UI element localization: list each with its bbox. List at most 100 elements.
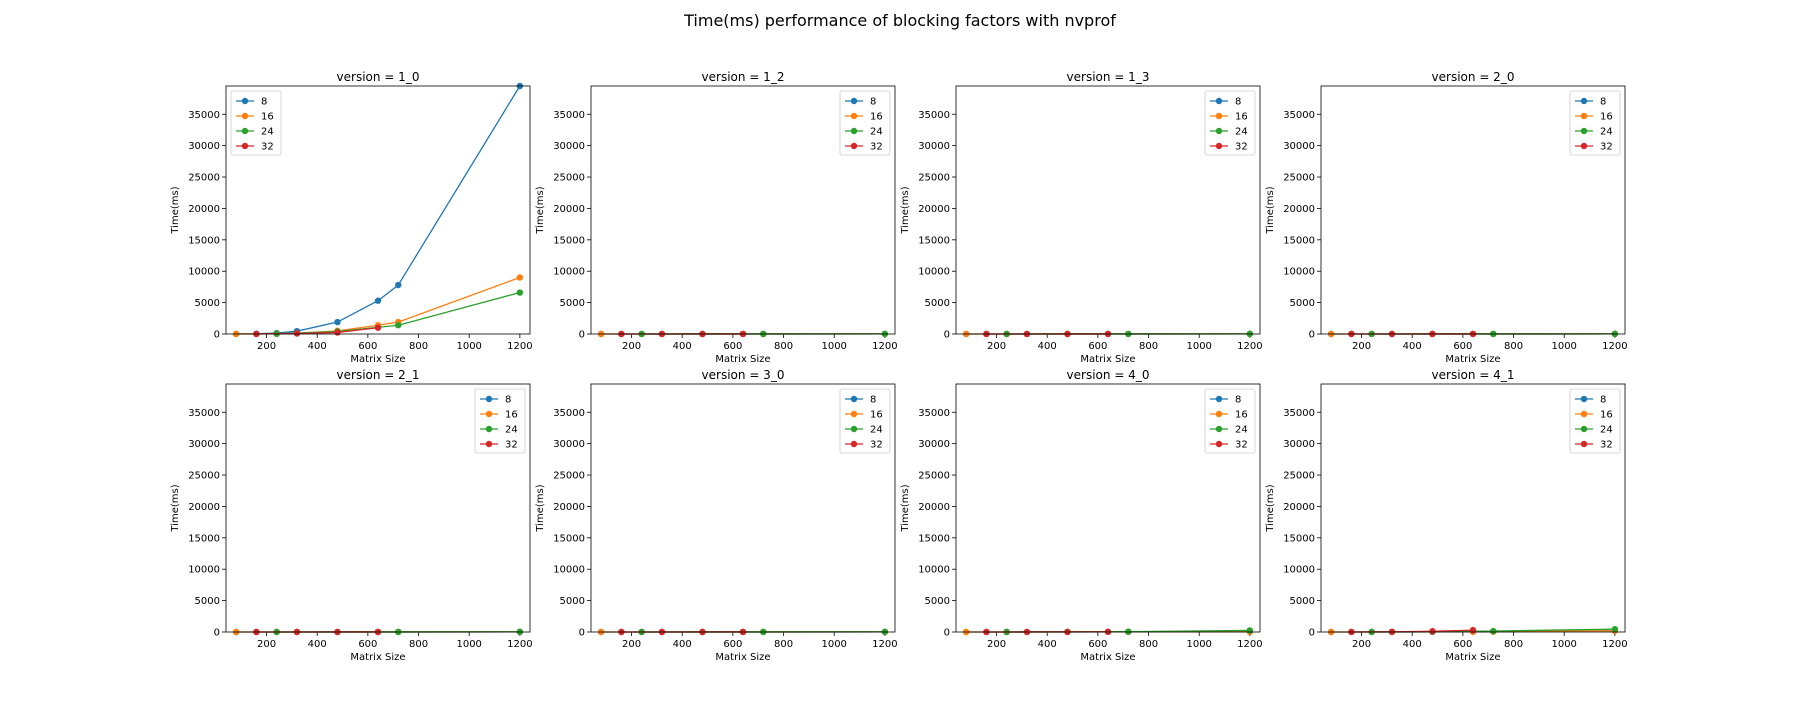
legend-label-24: 24 [1600, 127, 1613, 138]
subplot-6: 200 400 600 800 1000 1200 0 5000 10000 15000 20000… [535, 368, 898, 663]
x-tick-label: 1000 [821, 341, 846, 352]
legend-box [230, 90, 282, 156]
x-tick-label: 400 [308, 341, 327, 352]
legend-label-32: 32 [1600, 440, 1613, 451]
legend-label-32: 32 [505, 440, 518, 451]
legend-marker-16 [850, 112, 858, 120]
x-tick-label: 800 [409, 639, 428, 650]
x-tick-label: 600 [1453, 639, 1472, 650]
data-point-32 [334, 329, 341, 336]
legend-marker-24 [1580, 425, 1588, 433]
x-tick-label: 200 [622, 341, 641, 352]
legend-label-24: 24 [1600, 425, 1613, 436]
legend: 8 16 24 32 [474, 388, 526, 454]
x-tick-label: 1200 [1237, 341, 1262, 352]
x-axis-label: Matrix Size [1080, 354, 1135, 365]
legend-label-24: 24 [261, 127, 274, 138]
legend-label-24: 24 [870, 425, 883, 436]
x-tick-label: 400 [673, 341, 692, 352]
x-tick-label: 1000 [456, 341, 481, 352]
subplot-8: 200 400 600 800 1000 1200 0 5000 10000 15000 20000… [1265, 368, 1628, 663]
y-tick-label: 20000 [553, 204, 585, 215]
y-tick-label: 30000 [918, 439, 950, 450]
subplot-5: 200 400 600 800 1000 1200 0 5000 10000 15000 20000… [170, 368, 533, 663]
data-point-24 [516, 289, 524, 296]
y-tick-label: 0 [579, 628, 585, 639]
y-tick-label: 35000 [918, 408, 950, 419]
x-axis-label: Matrix Size [350, 354, 405, 365]
y-tick-label: 5000 [1290, 596, 1315, 607]
y-axis-label: Time(ms) [535, 484, 546, 532]
y-tick-label: 35000 [553, 110, 585, 121]
data-point-24 [1611, 625, 1619, 633]
x-tick-label: 600 [358, 639, 377, 650]
legend-box [839, 90, 891, 156]
y-tick-label: 25000 [553, 173, 585, 184]
legend-marker-32 [1215, 440, 1223, 448]
y-tick-label: 25000 [1283, 471, 1315, 482]
legend-marker-8 [485, 395, 493, 403]
data-point-32 [374, 324, 382, 331]
legend-label-24: 24 [870, 127, 883, 138]
axes-frame [590, 85, 896, 335]
x-tick-label: 400 [673, 639, 692, 650]
y-tick-label: 10000 [1283, 565, 1315, 576]
legend-marker-32 [850, 142, 858, 150]
y-tick-label: 10000 [918, 267, 950, 278]
y-tick-label: 35000 [918, 110, 950, 121]
legend-marker-24 [850, 127, 858, 135]
y-tick-label: 15000 [188, 235, 220, 246]
legend-label-24: 24 [505, 425, 518, 436]
legend-box [1204, 90, 1256, 156]
x-tick-label: 600 [1088, 639, 1107, 650]
y-tick-label: 15000 [1283, 533, 1315, 544]
legend-label-32: 32 [870, 440, 883, 451]
y-tick-label: 10000 [553, 565, 585, 576]
x-tick-label: 200 [257, 341, 276, 352]
axes-frame [590, 383, 896, 633]
x-tick-label: 400 [308, 639, 327, 650]
x-tick-label: 200 [622, 639, 641, 650]
y-tick-label: 20000 [1283, 204, 1315, 215]
legend-marker-32 [485, 440, 493, 448]
legend-label-32: 32 [261, 142, 274, 153]
y-axis-label: Time(ms) [900, 186, 911, 234]
x-tick-label: 600 [358, 341, 377, 352]
subplot-title: version = 4_1 [1432, 368, 1515, 382]
y-axis-label: Time(ms) [1265, 186, 1276, 234]
legend-box [1569, 90, 1621, 156]
y-axis-label: Time(ms) [535, 186, 546, 234]
x-tick-label: 200 [987, 341, 1006, 352]
y-tick-label: 35000 [188, 110, 220, 121]
y-tick-label: 5000 [560, 298, 585, 309]
legend-label-8: 8 [1600, 395, 1606, 406]
x-tick-label: 1000 [1551, 341, 1576, 352]
y-tick-label: 35000 [1283, 110, 1315, 121]
legend: 8 16 24 32 [230, 90, 282, 156]
legend-marker-24 [850, 425, 858, 433]
subplot-title: version = 1_0 [337, 70, 420, 84]
x-tick-label: 800 [774, 639, 793, 650]
x-tick-label: 400 [1038, 341, 1057, 352]
x-tick-label: 400 [1403, 639, 1422, 650]
legend-label-24: 24 [1235, 127, 1248, 138]
subplot-3: 200 400 600 800 1000 1200 0 5000 10000 15000 20000… [900, 70, 1263, 365]
legend-marker-24 [1215, 127, 1223, 135]
y-tick-label: 25000 [918, 471, 950, 482]
legend-marker-24 [241, 127, 249, 135]
legend: 8 16 24 32 [1569, 388, 1621, 454]
y-tick-label: 10000 [1283, 267, 1315, 278]
x-tick-label: 400 [1038, 639, 1057, 650]
legend-label-8: 8 [1235, 395, 1241, 406]
y-tick-label: 5000 [1290, 298, 1315, 309]
legend-marker-8 [850, 395, 858, 403]
legend-box [1204, 388, 1256, 454]
x-tick-label: 800 [1139, 639, 1158, 650]
legend-marker-24 [1580, 127, 1588, 135]
legend-marker-16 [485, 410, 493, 418]
legend: 8 16 24 32 [839, 388, 891, 454]
legend-marker-16 [1215, 410, 1223, 418]
y-tick-label: 30000 [918, 141, 950, 152]
subplot-title: version = 1_2 [702, 70, 785, 84]
legend-box [1569, 388, 1621, 454]
